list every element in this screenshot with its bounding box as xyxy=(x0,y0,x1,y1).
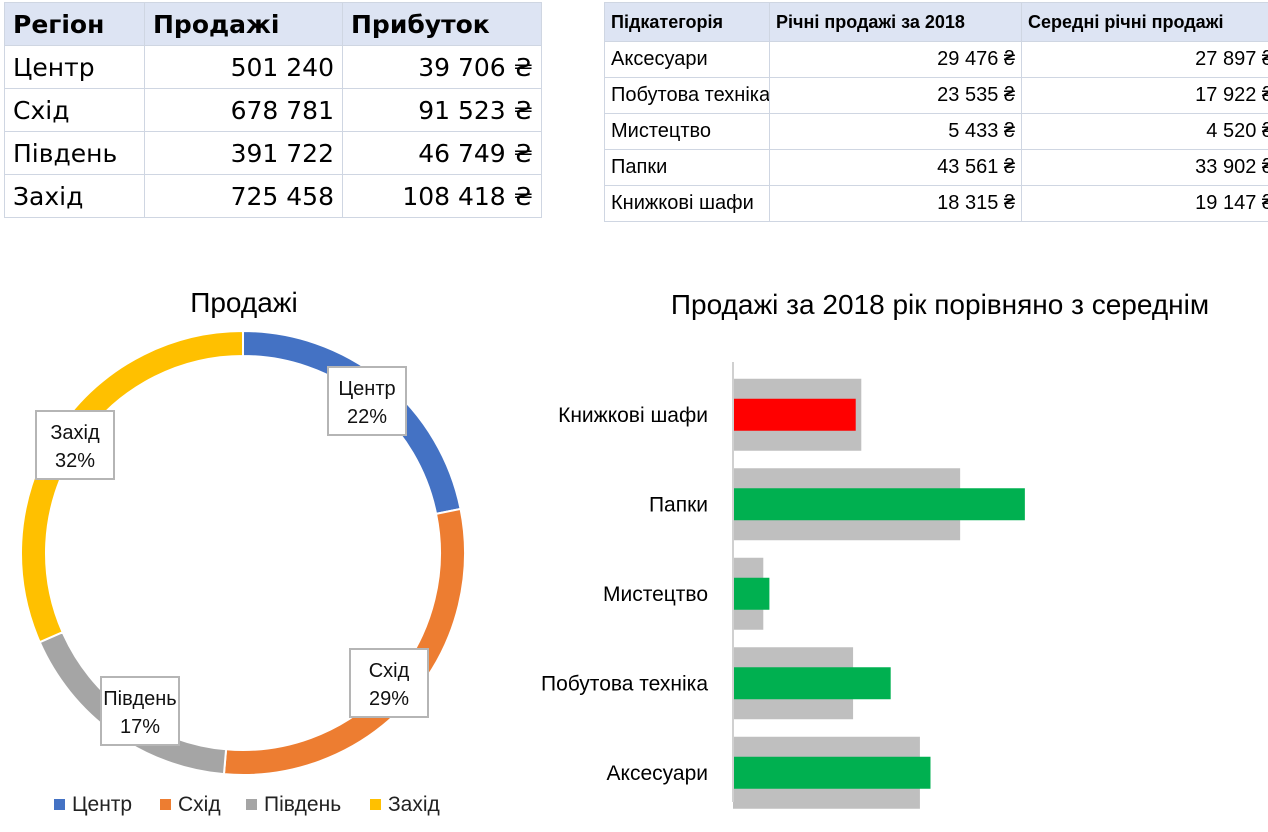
donut-data-label: Центр 22% xyxy=(327,366,407,436)
donut-slice-3 xyxy=(20,329,244,644)
category-label: Побутова техніка xyxy=(541,672,708,695)
column-header-subcategory: Підкатегорія xyxy=(604,2,770,42)
data-label-category: Центр xyxy=(338,378,395,400)
subcategory-cell: Побутова техніка xyxy=(604,77,770,114)
legend-swatch xyxy=(370,799,381,810)
region-table-header-row: Регіон Продажі Прибуток xyxy=(4,2,542,46)
subcategory-cell: Папки xyxy=(604,149,770,186)
annual-sales-cell: 43 561 ₴ xyxy=(769,149,1022,186)
donut-legend: Центр Схід Південь Захід xyxy=(54,793,440,816)
donut-slice-1 xyxy=(222,507,466,776)
bar-chart-title: Продажі за 2018 рік порівняно з середнім xyxy=(671,289,1209,320)
data-label-category: Схід xyxy=(369,660,410,682)
donut-chart-title: Продажі xyxy=(190,287,298,318)
actual-bar xyxy=(733,488,1025,521)
donut-data-label: Південь 17% xyxy=(100,676,180,746)
profit-cell: 46 749 ₴ xyxy=(342,131,542,175)
column-header-annual-sales-2018: Річні продажі за 2018 xyxy=(769,2,1022,42)
subcategory-cell: Мистецтво xyxy=(604,113,770,150)
average-sales-cell: 27 897 ₴ xyxy=(1021,41,1268,78)
sales-cell: 725 458 xyxy=(144,174,343,218)
data-label-box xyxy=(327,366,407,436)
donut-data-label: Захід 32% xyxy=(35,410,115,480)
table-row: Папки 43 561 ₴ 33 902 ₴ xyxy=(604,149,1268,186)
column-header-profit: Прибуток xyxy=(342,2,542,46)
sales-doughnut-chart: Продажі Центр 22% Схід 29% Південь 17% Захід 32… xyxy=(20,287,466,816)
actual-bar xyxy=(733,756,931,789)
region-cell: Південь xyxy=(4,131,145,175)
legend-label: Схід xyxy=(178,793,221,816)
category-axis-labels: Книжкові шафи Папки Мистецтво Побутова техн… xyxy=(541,404,708,785)
data-label-box xyxy=(349,648,429,718)
table-row: Захід 725 458 108 418 ₴ xyxy=(4,174,542,218)
data-label-percent: 32% xyxy=(55,450,95,472)
actual-bars xyxy=(733,398,1025,789)
sales-vs-average-bar-chart: Продажі за 2018 рік порівняно з середнім… xyxy=(541,289,1209,809)
sales-cell: 501 240 xyxy=(144,45,343,89)
actual-bar xyxy=(733,398,856,431)
actual-bar xyxy=(733,667,891,700)
subcategory-table-header-row: Підкатегорія Річні продажі за 2018 Серед… xyxy=(604,2,1268,42)
donut-data-labels: Центр 22% Схід 29% Південь 17% Захід 32% xyxy=(35,366,429,746)
average-sales-cell: 4 520 ₴ xyxy=(1021,113,1268,150)
category-label: Мистецтво xyxy=(603,583,708,606)
table-row: Схід 678 781 91 523 ₴ xyxy=(4,88,542,132)
annual-sales-cell: 29 476 ₴ xyxy=(769,41,1022,78)
average-sales-cell: 19 147 ₴ xyxy=(1021,185,1268,222)
average-sales-cell: 17 922 ₴ xyxy=(1021,77,1268,114)
subcategory-table-viewport: Підкатегорія Річні продажі за 2018 Серед… xyxy=(604,2,1268,222)
profit-cell: 91 523 ₴ xyxy=(342,88,542,132)
region-cell: Захід xyxy=(4,174,145,218)
subcategory-cell: Аксесуари xyxy=(604,41,770,78)
data-label-category: Захід xyxy=(50,422,100,444)
data-label-percent: 17% xyxy=(120,716,160,738)
region-cell: Схід xyxy=(4,88,145,132)
legend-swatch xyxy=(54,799,65,810)
subcategory-table: Підкатегорія Річні продажі за 2018 Серед… xyxy=(604,2,1268,222)
profit-cell: 39 706 ₴ xyxy=(342,45,542,89)
legend-label: Захід xyxy=(388,793,440,816)
actual-bar xyxy=(733,577,770,610)
category-label: Книжкові шафи xyxy=(558,404,708,427)
legend-label: Центр xyxy=(72,793,132,816)
category-label: Аксесуари xyxy=(607,762,708,785)
data-label-category: Південь xyxy=(103,688,176,710)
column-header-sales: Продажі xyxy=(144,2,343,46)
subcategory-cell: Книжкові шафи xyxy=(604,185,770,222)
legend-swatch xyxy=(160,799,171,810)
profit-cell: 108 418 ₴ xyxy=(342,174,542,218)
annual-sales-cell: 5 433 ₴ xyxy=(769,113,1022,150)
region-cell: Центр xyxy=(4,45,145,89)
column-header-region: Регіон xyxy=(4,2,145,46)
region-table: Регіон Продажі Прибуток Центр 501 240 39… xyxy=(4,2,542,218)
legend-label: Південь xyxy=(264,793,341,816)
legend-swatch xyxy=(246,799,257,810)
sales-cell: 678 781 xyxy=(144,88,343,132)
data-label-percent: 29% xyxy=(369,688,409,710)
category-label: Папки xyxy=(649,493,708,516)
column-header-average-annual-sales: Середні річні продажі xyxy=(1021,2,1268,42)
table-row: Південь 391 722 46 749 ₴ xyxy=(4,131,542,175)
table-row: Аксесуари 29 476 ₴ 27 897 ₴ xyxy=(604,41,1268,78)
annual-sales-cell: 23 535 ₴ xyxy=(769,77,1022,114)
data-label-box xyxy=(100,676,180,746)
table-row: Мистецтво 5 433 ₴ 4 520 ₴ xyxy=(604,113,1268,150)
average-sales-cell: 33 902 ₴ xyxy=(1021,149,1268,186)
donut-data-label: Схід 29% xyxy=(349,648,429,718)
sales-cell: 391 722 xyxy=(144,131,343,175)
table-row: Центр 501 240 39 706 ₴ xyxy=(4,45,542,89)
data-label-box xyxy=(35,410,115,480)
table-row: Книжкові шафи 18 315 ₴ 19 147 ₴ xyxy=(604,185,1268,222)
data-label-percent: 22% xyxy=(347,406,387,428)
annual-sales-cell: 18 315 ₴ xyxy=(769,185,1022,222)
table-row: Побутова техніка 23 535 ₴ 17 922 ₴ xyxy=(604,77,1268,114)
